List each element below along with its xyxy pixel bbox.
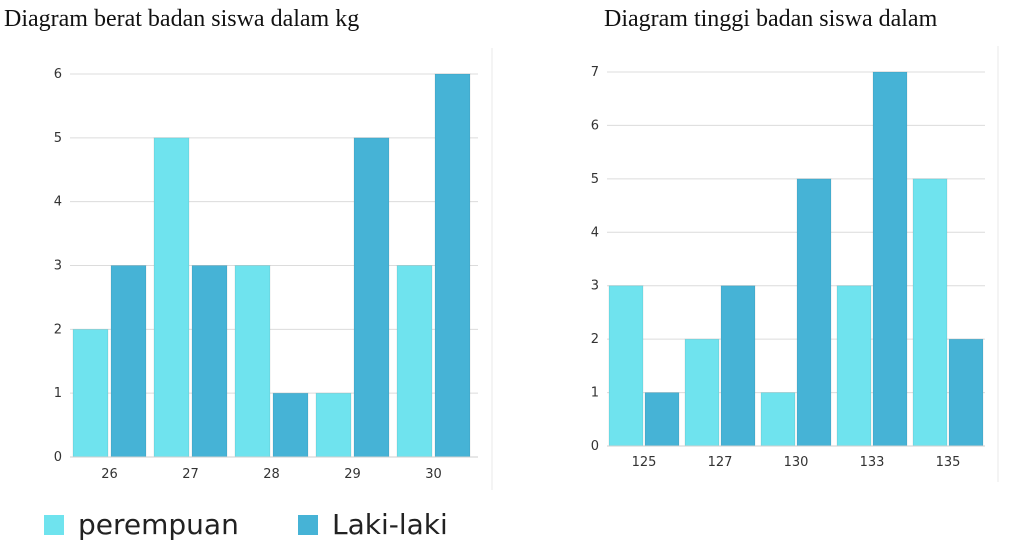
x-tick-label: 133 [860, 455, 885, 470]
bar-laki-laki [110, 265, 147, 458]
x-tick-label: 30 [425, 467, 442, 482]
bar-laki-laki [434, 73, 471, 458]
bar-perempuan [72, 328, 109, 458]
legend-swatch-perempuan [44, 514, 64, 535]
bar-laki-laki [353, 137, 390, 458]
bar-laki-laki [948, 338, 984, 447]
bar-laki-laki [872, 71, 908, 447]
x-tick-label: 29 [344, 467, 361, 482]
bar-laki-laki [272, 392, 309, 458]
x-tick-label: 27 [182, 467, 199, 482]
legend-swatch-laki-laki [298, 514, 318, 535]
legend-label-laki-laki: Laki-laki [332, 508, 448, 541]
y-tick-label: 0 [591, 439, 599, 454]
y-tick-label: 7 [591, 65, 599, 80]
bar-perempuan [684, 338, 720, 447]
bar-perempuan [315, 392, 352, 458]
y-tick-label: 2 [54, 322, 62, 337]
bar-laki-laki [796, 178, 832, 447]
y-tick-label: 1 [54, 386, 62, 401]
y-tick-label: 4 [54, 195, 62, 210]
x-tick-label: 28 [263, 467, 280, 482]
chart-title-height: Diagram tinggi badan siswa dalam [604, 6, 938, 32]
y-tick-label: 1 [591, 386, 599, 401]
bar-perempuan [760, 392, 796, 447]
y-tick-label: 0 [54, 450, 62, 465]
height-bar-chart: 0 1 2 3 4 5 6 7 125 127 130 133 135 [591, 46, 999, 482]
x-tick-label: 130 [784, 455, 809, 470]
y-tick-label: 4 [591, 225, 599, 240]
x-tick-label: 26 [101, 467, 118, 482]
weight-bar-chart: 0 1 2 3 4 5 6 26 27 28 29 30 [54, 48, 493, 490]
y-tick-label: 3 [54, 259, 62, 274]
y-tick-label: 6 [591, 118, 599, 133]
bar-laki-laki [644, 392, 680, 447]
legend-item-laki-laki: Laki-laki [298, 508, 448, 541]
bar-laki-laki [720, 285, 756, 447]
y-tick-label: 2 [591, 332, 599, 347]
y-tick-label: 5 [54, 131, 62, 146]
legend-label-perempuan: perempuan [78, 508, 239, 541]
bar-perempuan [836, 285, 872, 447]
chart-title-weight: Diagram berat badan siswa dalam kg [4, 6, 360, 32]
y-tick-label: 3 [591, 279, 599, 294]
y-tick-label: 5 [591, 172, 599, 187]
y-tick-label: 6 [54, 67, 62, 82]
bar-laki-laki [191, 265, 228, 458]
bar-perempuan [234, 265, 271, 458]
bar-perempuan [608, 285, 644, 447]
x-tick-label: 127 [708, 455, 733, 470]
bar-perempuan [912, 178, 948, 447]
x-tick-label: 135 [936, 455, 961, 470]
legend-item-perempuan: perempuan [44, 508, 239, 541]
bar-perempuan [153, 137, 190, 458]
bar-perempuan [396, 265, 433, 458]
x-tick-label: 125 [632, 455, 657, 470]
